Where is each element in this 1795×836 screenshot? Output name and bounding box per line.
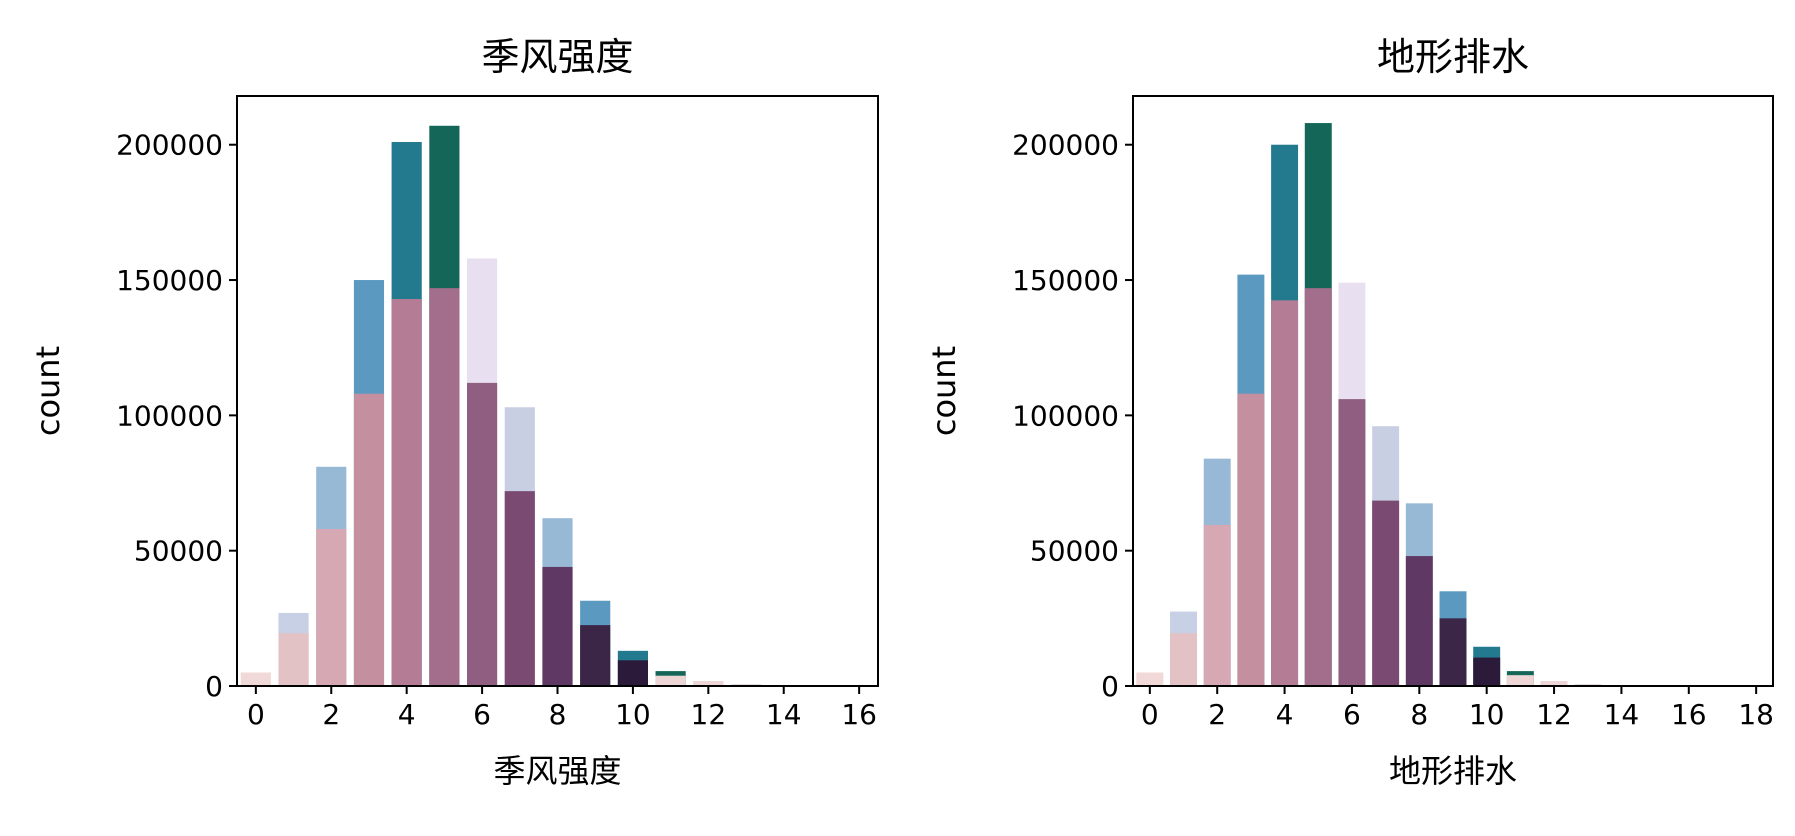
x-tick-label-1-2: 2 [322,698,340,731]
x-tick-label-2-6: 6 [1343,698,1361,731]
x-tick-label-1-8: 8 [549,698,567,731]
bar-1-front-6 [467,383,497,686]
bar-2-front-11 [1507,675,1534,686]
y-tick-label-1-50000: 50000 [134,535,223,568]
bar-2-front-10 [1473,658,1500,686]
x-tick-label-2-2: 2 [1208,698,1226,731]
y-tick-label-2-0: 0 [1101,670,1119,703]
x-tick-label-2-10: 10 [1469,698,1505,731]
y-tick-label-2-50000: 50000 [1030,535,1119,568]
chart-title-2: 地形排水 [1377,35,1529,79]
x-tick-label-1-10: 10 [615,698,651,731]
bar-1-front-8 [542,567,572,686]
y-tick-label-1-150000: 150000 [116,264,223,297]
bar-2-front-9 [1440,618,1467,686]
x-tick-label-1-16: 16 [841,698,877,731]
bar-1-front-9 [580,625,610,686]
x-tick-label-1-12: 12 [691,698,727,731]
y-tick-label-1-100000: 100000 [116,399,223,432]
x-tick-label-2-14: 14 [1604,698,1640,731]
bar-2-front-7 [1372,501,1399,686]
x-tick-label-1-0: 0 [247,698,265,731]
bar-1-front-2 [316,529,346,686]
bar-1-front-11 [656,676,686,686]
bar-1-front-0 [241,672,271,686]
x-axis-label-2: 地形排水 [1389,752,1517,790]
x-tick-label-2-18: 18 [1738,698,1774,731]
y-tick-label-2-100000: 100000 [1012,399,1119,432]
bar-2-front-4 [1271,300,1298,686]
y-tick-label-2-200000: 200000 [1012,129,1119,162]
bar-2-front-5 [1305,288,1332,686]
bar-1-front-7 [505,491,535,686]
bar-2-front-0 [1136,672,1163,686]
bar-1-front-10 [618,660,648,686]
bar-2-front-2 [1204,525,1231,686]
bar-1-front-1 [278,633,308,686]
y-axis-label-2: count [925,346,963,436]
bar-2-front-8 [1406,556,1433,686]
x-tick-label-1-4: 4 [398,698,416,731]
x-tick-label-2-8: 8 [1410,698,1428,731]
x-tick-label-1-14: 14 [766,698,802,731]
x-axis-label-1: 季风强度 [493,752,621,790]
x-tick-label-2-4: 4 [1276,698,1294,731]
bar-1-front-3 [354,394,384,686]
bar-2-front-3 [1237,394,1264,686]
y-tick-label-2-150000: 150000 [1012,264,1119,297]
y-axis-label-1: count [29,346,67,436]
y-tick-label-1-200000: 200000 [116,129,223,162]
x-tick-label-1-6: 6 [473,698,491,731]
x-tick-label-2-0: 0 [1141,698,1159,731]
bar-2-front-6 [1338,399,1365,686]
bar-2-front-1 [1170,633,1197,686]
bar-1-front-4 [392,299,422,686]
y-tick-label-1-0: 0 [205,670,223,703]
bar-1-front-5 [429,288,459,686]
x-tick-label-2-12: 12 [1536,698,1572,731]
x-tick-label-2-16: 16 [1671,698,1707,731]
chart-title-1: 季风强度 [481,35,633,79]
